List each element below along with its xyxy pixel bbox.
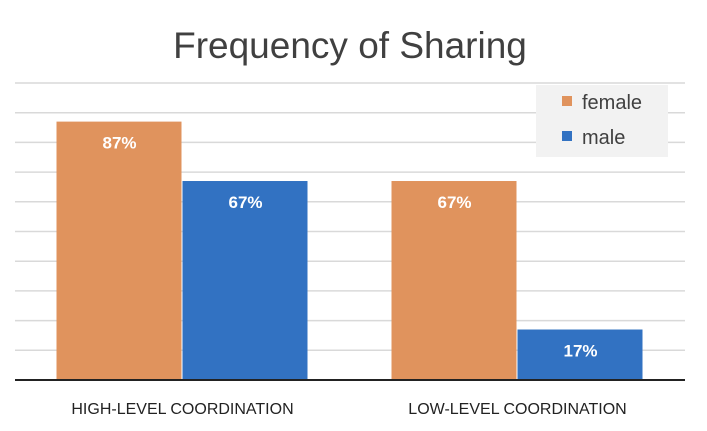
category-label: HIGH-LEVEL COORDINATION	[71, 401, 293, 418]
bar-male-0	[182, 181, 308, 380]
legend-swatch-male	[562, 131, 572, 141]
data-label: 17%	[563, 342, 597, 361]
legend-swatch-female	[562, 96, 572, 106]
category-label: LOW-LEVEL COORDINATION	[408, 401, 626, 418]
bars: 87% 67% 67% 17%	[56, 121, 643, 381]
data-label: 67%	[437, 193, 471, 212]
data-label: 87%	[102, 134, 136, 153]
bar-female-0	[56, 121, 182, 381]
category-labels: HIGH-LEVEL COORDINATION LOW-LEVEL COORDIN…	[71, 401, 626, 418]
legend: female male	[536, 85, 668, 157]
bar-male-1	[517, 329, 643, 380]
data-label: 67%	[228, 193, 262, 212]
legend-label-male: male	[582, 127, 625, 149]
bar-female-1	[391, 181, 517, 380]
legend-label-female: female	[582, 92, 642, 114]
chart-title: Frequency of Sharing	[173, 25, 527, 66]
